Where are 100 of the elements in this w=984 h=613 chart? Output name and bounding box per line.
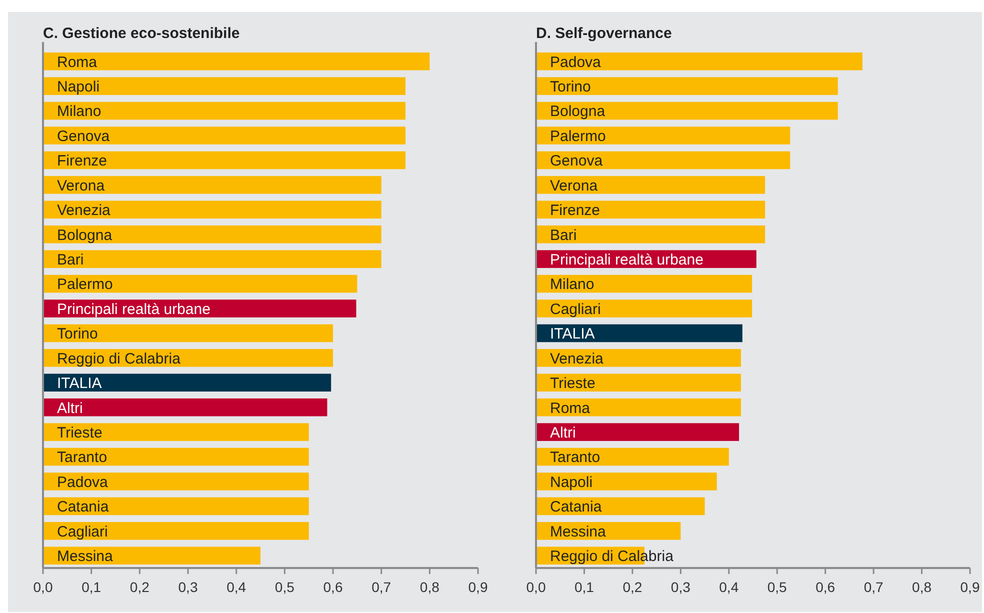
y-tick-label: Messina [550,523,607,540]
bar [536,52,862,70]
bar [536,324,742,342]
y-tick-label: Cagliari [57,523,108,540]
y-tick-label: Verona [550,177,598,194]
bar [43,102,406,120]
bar [43,77,406,95]
y-tick-label: Altri [57,400,83,417]
bar [43,546,260,565]
y-tick-label: Bologna [550,103,606,120]
y-tick-label: Torino [550,78,591,96]
y-tick-label: Bologna [57,226,113,244]
y-tick-label: Napoli [550,474,593,491]
y-tick-label: ITALIA [57,375,102,392]
y-tick-label: Reggio di Calabria [57,350,182,368]
y-tick-label: Bari [57,251,84,268]
bar [43,151,406,170]
bar [43,374,332,392]
bar [43,522,309,540]
bar [536,102,838,120]
y-tick-label: Messina [57,548,114,566]
bar [43,200,382,219]
y-tick-label: Palermo [550,128,606,145]
y-tick-label: Genova [57,128,110,145]
chart-title: C. Gestione eco-sostenibile [43,25,240,42]
bar [536,300,752,318]
y-tick-label: Padova [57,474,109,491]
y-tick-label: Roma [550,400,591,417]
x-tick-label: 0,4 [719,579,739,595]
bar [43,324,333,342]
y-tick-label: Principali realtà urbane [550,251,704,268]
y-tick-label: Firenze [57,152,108,170]
x-tick-label: 0,9 [960,579,980,595]
x-tick-label: 0,3 [670,579,691,595]
x-tick-label: 0,8 [912,579,932,595]
bar [536,448,729,466]
x-tick-label: 0,2 [130,579,150,595]
bar [43,472,309,490]
y-tick-label: Taranto [57,449,108,466]
x-tick-label: 0,5 [767,579,788,595]
x-tick-label: 0,7 [372,579,392,595]
bar [536,497,705,516]
y-tick-label: Catania [57,498,110,516]
y-tick-label: Milano [57,103,102,120]
x-tick-label: 0,2 [622,579,642,595]
y-tick-label: Bari [550,226,577,244]
y-tick-label: Altri [550,424,576,442]
x-tick-label: 0,0 [526,579,546,595]
bar [536,151,790,170]
y-tick-label: ITALIA [550,326,595,343]
bar [43,448,309,466]
bar [43,398,328,416]
y-tick-label: Napoli [57,78,100,96]
bar [43,176,382,194]
y-tick-label: Firenze [550,202,600,220]
bar [43,52,430,70]
y-tick-label: Trieste [57,424,102,442]
y-tick-label: Trieste [550,375,596,392]
x-tick-label: 0,0 [33,579,53,595]
x-tick-label: 0,7 [864,579,884,595]
x-tick-label: 0,1 [574,579,594,595]
y-tick-label: Roma [57,54,98,71]
bar [536,374,741,392]
bar [536,423,740,441]
y-tick-label: Palermo [57,276,113,294]
y-tick-label: Genova [550,152,604,170]
bar [536,77,838,95]
chart-title: D. Self-governance [536,25,672,42]
x-tick-label: 0,6 [816,579,836,595]
bar [43,274,358,293]
x-tick-label: 0,6 [323,579,343,595]
x-tick-label: 0,3 [178,579,198,595]
y-tick-label: Principali realtà urbane [57,300,210,318]
bar [536,274,752,293]
bar [536,349,741,367]
bar [536,398,741,416]
bar [536,200,766,219]
x-tick-label: 0,9 [468,579,488,595]
y-tick-label: Catania [550,498,602,516]
y-tick-label: Cagliari [550,300,601,318]
y-tick-label: Padova [550,54,602,71]
y-tick-label: Milano [550,276,594,294]
x-tick-label: 0,1 [82,579,102,595]
x-tick-label: 0,5 [274,579,295,595]
x-tick-label: 0,4 [226,579,246,595]
y-tick-label: Venezia [550,350,604,368]
bar [536,126,790,144]
bar [43,126,406,144]
bar [43,497,309,516]
x-tick-label: 0,8 [420,579,440,595]
bar [536,176,766,194]
bar [536,472,717,490]
bar [536,225,766,244]
y-tick-label: Torino [57,326,98,343]
y-tick-label: Taranto [550,449,600,466]
bar [43,225,382,244]
bar [43,250,382,268]
y-tick-label: Venezia [57,202,112,220]
bar [43,423,309,441]
bar [536,522,681,540]
